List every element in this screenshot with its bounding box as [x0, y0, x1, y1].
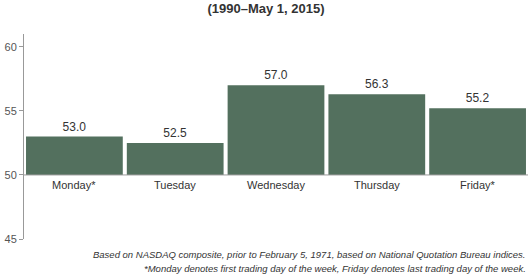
svg-text:55.2: 55.2 — [466, 91, 490, 105]
svg-text:56.3: 56.3 — [365, 77, 389, 91]
svg-text:Friday*: Friday* — [460, 179, 496, 191]
svg-text:55: 55 — [5, 105, 17, 117]
svg-text:60: 60 — [5, 41, 17, 53]
svg-text:Thursday: Thursday — [354, 179, 400, 191]
svg-text:*Monday denotes first trading: *Monday denotes first trading day of the… — [144, 263, 526, 274]
svg-text:53.0: 53.0 — [63, 120, 87, 134]
svg-text:Wednesday: Wednesday — [247, 179, 305, 191]
svg-text:Tuesday: Tuesday — [154, 179, 196, 191]
svg-text:Based on NASDAQ composite, pri: Based on NASDAQ composite, prior to Febr… — [93, 249, 526, 260]
svg-text:Monday*: Monday* — [52, 179, 96, 191]
svg-text:45: 45 — [5, 233, 17, 245]
svg-text:57.0: 57.0 — [264, 68, 288, 82]
svg-text:50: 50 — [5, 169, 17, 181]
svg-text:52.5: 52.5 — [163, 126, 187, 140]
svg-text:(1990–May 1, 2015): (1990–May 1, 2015) — [207, 1, 324, 16]
